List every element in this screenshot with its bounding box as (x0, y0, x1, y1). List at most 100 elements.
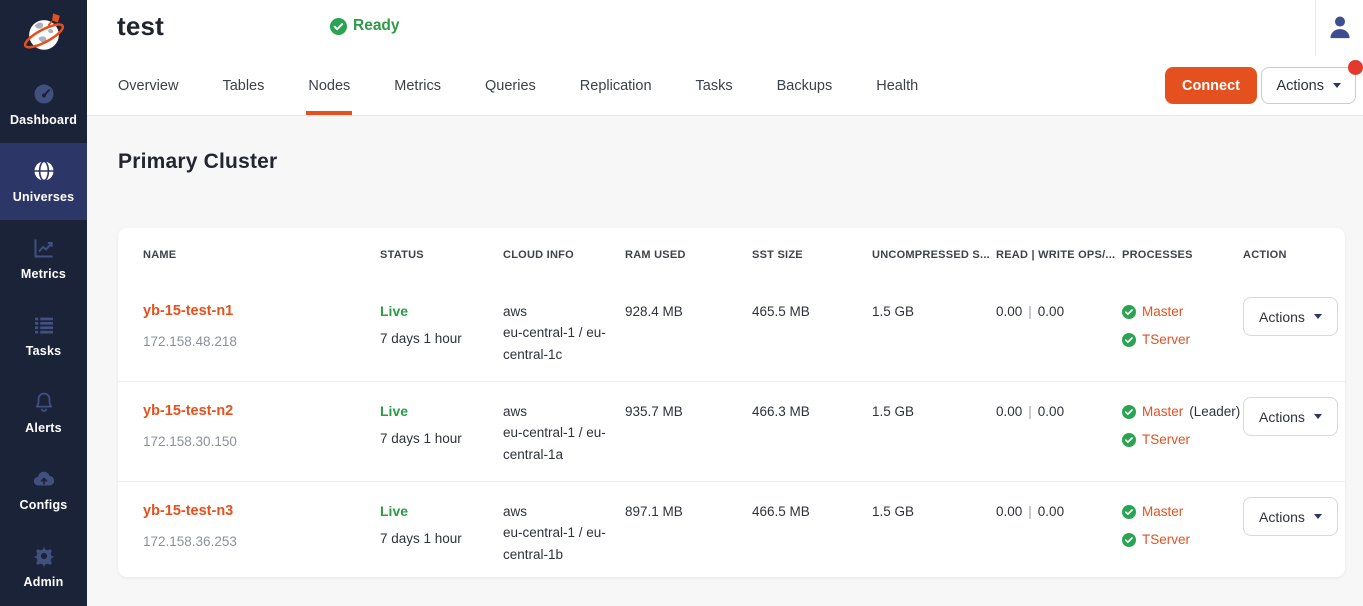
node-actions-button[interactable]: Actions (1243, 497, 1338, 536)
read-write-ops-value: 0.00 | 0.00 (996, 401, 1122, 422)
cloud-provider: aws (503, 404, 528, 419)
cloud-provider: aws (503, 504, 528, 519)
tab-overview[interactable]: Overview (118, 77, 179, 94)
tab-queries[interactable]: Queries (485, 77, 536, 94)
column-header-action: ACTION (1243, 249, 1287, 261)
node-actions-label: Actions (1259, 408, 1305, 425)
cloud-region-az: eu-central-1 / eu-central-1b (503, 525, 606, 562)
connect-button[interactable]: Connect (1165, 67, 1257, 104)
column-header-processes: PROCESSES (1122, 249, 1193, 261)
write-ops: 0.00 (1037, 504, 1065, 519)
process-tserver: TServer (1142, 332, 1191, 347)
node-name-link[interactable]: yb-15-test-n3 (143, 503, 234, 519)
gauge-icon (34, 84, 53, 104)
check-circle-icon (1122, 432, 1136, 447)
sidebar-item-dashboard[interactable]: Dashboard (0, 66, 87, 143)
node-ip: 172.158.30.150 (143, 434, 237, 449)
node-uptime: 7 days 1 hour (380, 331, 462, 346)
column-header-cloud-info: CLOUD INFO (503, 249, 574, 261)
ram-used-value: 928.4 MB (625, 304, 683, 319)
sidebar-item-alerts[interactable]: Alerts (0, 374, 87, 451)
user-icon (1330, 16, 1350, 39)
sidebar-item-universes[interactable]: Universes (0, 143, 87, 220)
tab-metrics[interactable]: Metrics (394, 77, 442, 94)
sidebar-item-label: Configs (19, 498, 68, 512)
page-title: Primary Cluster (118, 150, 278, 173)
universe-tabbar: Overview Tables Nodes Metrics Queries Re… (87, 56, 1363, 116)
sst-size-value: 466.3 MB (752, 404, 810, 419)
notification-dot (1348, 60, 1363, 75)
nodes-table-card: NAME STATUS CLOUD INFO RAM USED SST SIZE… (118, 228, 1345, 577)
tab-replication[interactable]: Replication (579, 77, 652, 94)
table-row: yb-15-test-n1 172.158.48.218 Live 7 days… (118, 282, 1345, 381)
uncompressed-size-value: 1.5 GB (872, 404, 915, 419)
column-header-read-write-ops: READ | WRITE OPS/... (996, 249, 1116, 261)
sidebar-item-configs[interactable]: Configs (0, 451, 87, 528)
table-row: yb-15-test-n3 172.158.36.253 Live 7 days… (118, 481, 1345, 577)
tab-tables[interactable]: Tables (222, 77, 265, 94)
ops-divider: | (1028, 304, 1032, 319)
process-master: Master (1142, 504, 1184, 519)
node-ip: 172.158.36.253 (143, 534, 237, 549)
uncompressed-size-value: 1.5 GB (872, 504, 915, 519)
node-name-link[interactable]: yb-15-test-n2 (143, 403, 234, 419)
column-header-ram-used: RAM USED (625, 249, 686, 261)
read-ops: 0.00 (996, 504, 1023, 519)
processes-cell: Master TServer (1122, 501, 1243, 557)
node-name-link[interactable]: yb-15-test-n1 (143, 303, 234, 319)
gear-icon (33, 546, 54, 568)
cloud-provider: aws (503, 304, 528, 319)
sidebar-item-label: Metrics (20, 267, 67, 281)
universe-actions-label: Actions (1276, 77, 1324, 94)
tab-nodes[interactable]: Nodes (308, 56, 350, 115)
node-ip: 172.158.48.218 (143, 334, 237, 349)
read-ops: 0.00 (996, 304, 1023, 319)
yugabyte-logo-icon (23, 13, 64, 50)
chevron-down-icon (1313, 414, 1322, 419)
user-menu-button[interactable] (1326, 13, 1354, 41)
sidebar-item-label: Universes (12, 190, 75, 204)
node-uptime: 7 days 1 hour (380, 431, 462, 446)
cloud-region-az: eu-central-1 / eu-central-1a (503, 425, 606, 462)
ops-divider: | (1028, 504, 1032, 519)
write-ops: 0.00 (1037, 304, 1065, 319)
column-header-status: STATUS (380, 249, 424, 261)
sidebar-item-admin[interactable]: Admin (0, 528, 87, 605)
read-write-ops-value: 0.00 | 0.00 (996, 501, 1122, 522)
app-logo[interactable] (0, 0, 87, 66)
read-write-ops-value: 0.00 | 0.00 (996, 301, 1122, 322)
task-list-icon (34, 317, 53, 334)
process-tserver: TServer (1142, 432, 1191, 447)
ops-divider: | (1028, 404, 1032, 419)
node-uptime: 7 days 1 hour (380, 531, 462, 546)
sidebar-item-metrics[interactable]: Metrics (0, 220, 87, 297)
universe-actions-button[interactable]: Actions (1261, 67, 1356, 104)
sidebar-item-label: Dashboard (9, 113, 78, 127)
node-actions-label: Actions (1259, 308, 1305, 325)
tab-health[interactable]: Health (876, 77, 919, 94)
sst-size-value: 466.5 MB (752, 504, 810, 519)
read-ops: 0.00 (996, 404, 1023, 419)
node-status: Live (380, 503, 409, 519)
bell-icon (35, 392, 52, 412)
chart-line-icon (34, 239, 53, 258)
sidebar-item-tasks[interactable]: Tasks (0, 297, 87, 374)
tab-tasks[interactable]: Tasks (695, 77, 733, 94)
ram-used-value: 897.1 MB (625, 504, 683, 519)
tab-backups[interactable]: Backups (776, 77, 833, 94)
node-actions-button[interactable]: Actions (1243, 397, 1338, 436)
check-circle-icon (1122, 304, 1136, 319)
ram-used-value: 935.7 MB (625, 404, 683, 419)
globe-icon (34, 160, 53, 182)
node-actions-button[interactable]: Actions (1243, 297, 1338, 336)
processes-cell: Master TServer (1122, 301, 1243, 357)
check-circle-icon (1122, 404, 1136, 419)
process-master-suffix: (Leader) (1189, 404, 1241, 419)
tabs: Overview Tables Nodes Metrics Queries Re… (87, 56, 1363, 115)
nodes-page: Primary Cluster NAME STATUS CLOUD INFO R… (87, 116, 1363, 606)
column-header-uncompressed-size: UNCOMPRESSED S... (872, 249, 990, 261)
sidebar-item-label: Admin (23, 575, 64, 589)
node-status: Live (380, 303, 409, 319)
cloud-region-az: eu-central-1 / eu-central-1c (503, 325, 606, 362)
processes-cell: Master (Leader) TServer (1122, 401, 1243, 457)
